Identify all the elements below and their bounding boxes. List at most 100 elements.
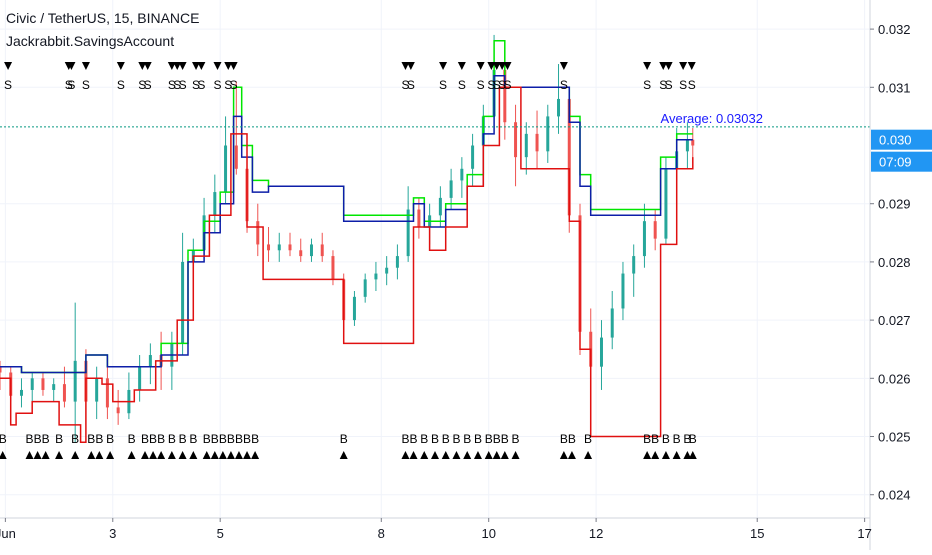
candle-body: [385, 267, 389, 274]
buy-marker-triangle: [559, 451, 568, 459]
sell-marker-label: S: [487, 78, 495, 92]
candle-body: [691, 139, 695, 146]
buy-marker-triangle: [584, 451, 593, 459]
sell-marker-triangle: [173, 62, 182, 70]
countdown-badge: [871, 151, 932, 172]
buy-marker-triangle: [178, 451, 187, 459]
x-tick-label: 5: [217, 526, 224, 541]
candle-body: [664, 168, 668, 239]
sell-marker-triangle: [457, 62, 466, 70]
sell-marker-triangle: [643, 62, 652, 70]
sell-marker-triangle: [503, 62, 512, 70]
candle-body: [213, 192, 217, 216]
sell-marker-triangle: [167, 62, 176, 70]
buy-marker-triangle: [567, 451, 576, 459]
sell-marker-label: S: [197, 78, 205, 92]
buy-marker-label: B: [149, 432, 157, 446]
sell-marker-triangle: [81, 62, 90, 70]
y-tick-label: 0.024: [878, 488, 911, 503]
buy-marker-triangle: [33, 451, 42, 459]
buy-marker-triangle: [202, 451, 211, 459]
sell-marker-label: S: [503, 78, 511, 92]
buy-marker-label: B: [452, 432, 460, 446]
buy-marker-label: B: [34, 432, 42, 446]
buy-marker-label: B: [106, 432, 114, 446]
candle-body: [642, 221, 646, 257]
buy-marker-label: B: [219, 432, 227, 446]
buy-marker-label: B: [0, 432, 7, 446]
sell-marker-label: S: [407, 78, 415, 92]
sell-marker-label: S: [230, 78, 238, 92]
candle-body: [267, 244, 271, 251]
candle-body: [557, 98, 561, 117]
candle-body: [73, 360, 77, 402]
buy-marker-triangle: [127, 451, 136, 459]
sell-marker-triangle: [498, 62, 507, 70]
candle-body: [331, 256, 335, 280]
candle-body: [460, 168, 464, 181]
candle-body: [621, 273, 625, 309]
buy-marker-triangle: [251, 451, 260, 459]
sell-marker-label: S: [665, 78, 673, 92]
sell-marker-triangle: [406, 62, 415, 70]
buy-marker-label: B: [643, 432, 651, 446]
candle-body: [52, 384, 56, 390]
sell-marker-triangle: [197, 62, 206, 70]
sell-marker-label: S: [82, 78, 90, 92]
candle-body: [524, 133, 528, 158]
buy-marker-triangle: [683, 451, 692, 459]
buy-marker-label: B: [474, 432, 482, 446]
buy-marker-triangle: [243, 451, 252, 459]
y-tick-label: 0.026: [878, 371, 911, 386]
buy-marker-label: B: [168, 432, 176, 446]
sell-marker-label: S: [679, 78, 687, 92]
candle-body: [309, 244, 313, 257]
buy-marker-label: B: [141, 432, 149, 446]
buy-marker-triangle: [71, 451, 80, 459]
x-tick-label: 8: [378, 526, 385, 541]
candle-body: [567, 98, 571, 216]
candle-body: [535, 133, 539, 152]
buy-marker-label: B: [662, 432, 670, 446]
sell-marker-triangle: [559, 62, 568, 70]
buy-marker-label: B: [420, 432, 428, 446]
buy-marker-label: B: [401, 432, 409, 446]
sell-marker-triangle: [229, 62, 238, 70]
candle-body: [352, 296, 356, 321]
sell-marker-label: S: [493, 78, 501, 92]
candle-body: [19, 389, 23, 396]
y-tick-label: 0.025: [878, 430, 911, 445]
candle-body: [30, 378, 34, 390]
buy-marker-triangle: [463, 451, 472, 459]
candle-body: [438, 197, 442, 216]
candle-body: [138, 366, 142, 390]
buy-marker-triangle: [234, 451, 243, 459]
candle-body: [224, 145, 228, 193]
sell-marker-label: S: [213, 78, 221, 92]
buy-marker-triangle: [55, 451, 64, 459]
x-tick-label: 10: [481, 526, 495, 541]
sell-marker-label: S: [4, 78, 12, 92]
candle-body: [374, 273, 378, 280]
sell-marker-label: S: [560, 78, 568, 92]
buy-marker-triangle: [511, 451, 520, 459]
y-tick-label: 0.031: [878, 80, 911, 95]
buy-marker-triangle: [672, 451, 681, 459]
series-line-green: [0, 39, 693, 374]
sell-marker-triangle: [138, 62, 147, 70]
sell-marker-label: S: [439, 78, 447, 92]
buy-marker-triangle: [484, 451, 493, 459]
sell-marker-triangle: [224, 62, 233, 70]
buy-marker-triangle: [218, 451, 227, 459]
sell-marker-label: S: [117, 78, 125, 92]
candle-body: [503, 69, 507, 123]
buy-marker-label: B: [42, 432, 50, 446]
sell-marker-triangle: [659, 62, 668, 70]
sell-marker-triangle: [476, 62, 485, 70]
candle-body: [288, 244, 292, 251]
buy-marker-triangle: [473, 451, 482, 459]
buy-marker-triangle: [106, 451, 115, 459]
sell-marker-triangle: [4, 62, 13, 70]
